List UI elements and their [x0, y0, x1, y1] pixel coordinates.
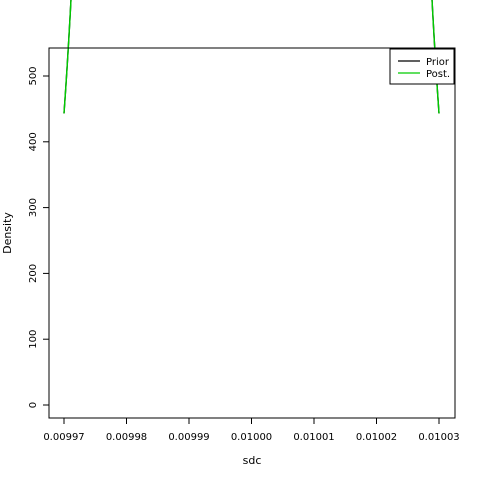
x-tick-label: 0.01002: [356, 432, 397, 443]
series-line-prior: [63, 0, 440, 114]
legend-label-post: Post.: [426, 69, 450, 80]
legend-label-prior: Prior: [426, 57, 450, 68]
x-axis: 0.00997 0.00998 0.00999 0.01000 0.01001 0.010…: [43, 417, 460, 443]
x-axis-label: sdc: [243, 454, 262, 467]
y-tick-label: 200: [28, 264, 39, 283]
x-tick-label: 0.00998: [106, 432, 147, 443]
y-axis-label: Density: [1, 212, 14, 254]
y-tick-label: 0: [28, 402, 39, 408]
x-tick-label: 0.01003: [418, 432, 459, 443]
x-tick-label: 0.00999: [168, 432, 209, 443]
y-tick-label: 500: [28, 66, 39, 85]
y-tick-label: 400: [28, 132, 39, 151]
plot-frame: [48, 47, 456, 419]
y-axis: 0 100 200 300 400 500: [28, 66, 50, 408]
series-line-post: [63, 0, 440, 114]
y-tick-label: 300: [28, 198, 39, 217]
legend: Prior Post.: [389, 48, 455, 85]
x-tick-label: 0.00997: [43, 432, 84, 443]
y-tick-label: 100: [28, 330, 39, 349]
curves-layer: [63, 0, 440, 114]
x-tick-label: 0.01000: [231, 432, 272, 443]
x-tick-label: 0.01001: [293, 432, 334, 443]
legend-box: [389, 48, 455, 85]
